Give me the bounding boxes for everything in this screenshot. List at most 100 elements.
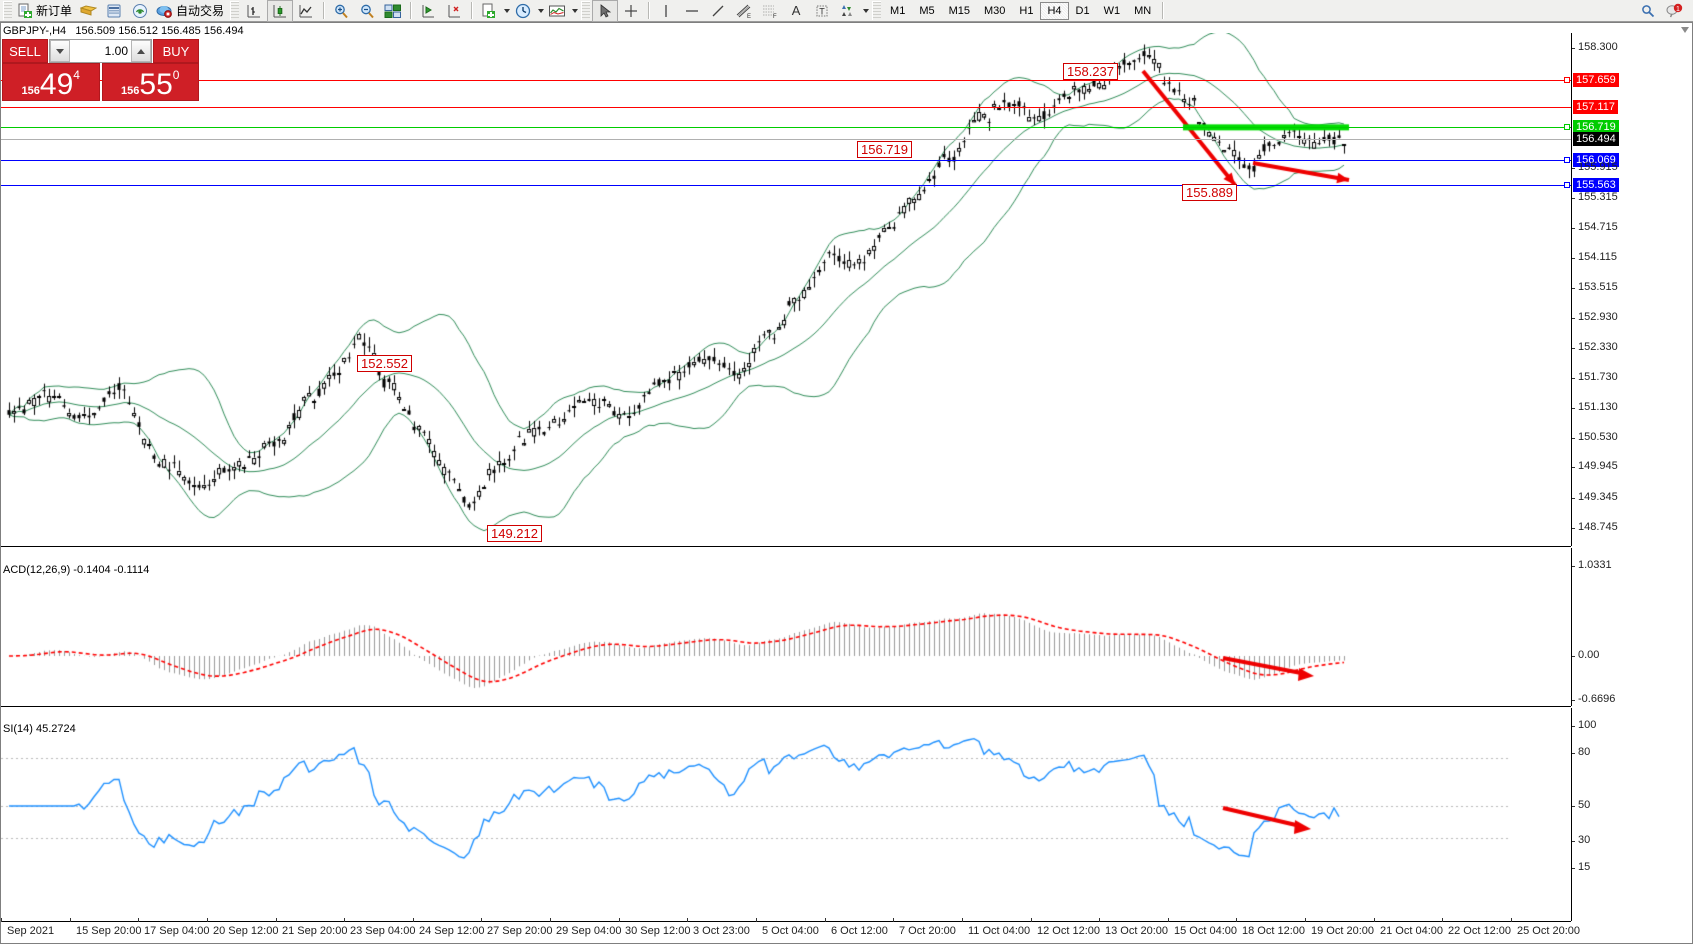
signal-icon bbox=[133, 3, 148, 18]
time-tick: 19 Oct 20:00 bbox=[1311, 925, 1374, 937]
timeframe-m15[interactable]: M15 bbox=[948, 4, 970, 17]
line-chart-button[interactable] bbox=[293, 0, 319, 22]
one-click-trading-panel[interactable]: SELL 1.00 BUY 156 49 4 156 55 0 bbox=[2, 39, 199, 101]
annotation-149212[interactable]: 149.212 bbox=[487, 525, 542, 542]
ohlc-low: 156.485 bbox=[161, 25, 201, 37]
buy-price-display[interactable]: 156 55 0 bbox=[101, 63, 199, 101]
time-tick-mark bbox=[276, 918, 277, 922]
level-line-155563[interactable] bbox=[1, 182, 1571, 188]
volume-decrease-button[interactable] bbox=[50, 40, 70, 62]
timeframe-mn[interactable]: MN bbox=[1134, 4, 1152, 17]
resistance-line-157117[interactable] bbox=[1, 107, 1571, 108]
time-tick: 22 Oct 12:00 bbox=[1448, 925, 1511, 937]
crosshair-tool-button[interactable] bbox=[618, 0, 644, 22]
vertical-line-tool-button[interactable] bbox=[653, 0, 679, 22]
line-handle[interactable] bbox=[1564, 77, 1570, 83]
macd-scale: 1.0331 0.00 -0.6696 bbox=[1571, 548, 1692, 706]
auto-trading-button[interactable]: 自动交易 bbox=[153, 0, 227, 22]
support-line-156719[interactable] bbox=[1, 124, 1571, 130]
timeframe-h1[interactable]: H1 bbox=[1019, 4, 1034, 17]
timeframe-m1[interactable]: M1 bbox=[890, 4, 906, 17]
ohlc-high: 156.512 bbox=[118, 25, 158, 37]
volume-stepper[interactable]: 1.00 bbox=[49, 39, 152, 63]
volume-input[interactable]: 1.00 bbox=[104, 44, 128, 58]
profiles-button[interactable] bbox=[75, 0, 101, 22]
chart-scroll-handle[interactable] bbox=[1680, 25, 1690, 33]
svg-text:F: F bbox=[773, 14, 777, 19]
fibonacci-tool-button[interactable]: F bbox=[757, 0, 783, 22]
price-scale[interactable]: 158.300 157.659 157.117 156.719 156.494 156.0… bbox=[1571, 33, 1692, 546]
bar-chart-button[interactable] bbox=[241, 0, 267, 22]
new-template-button[interactable] bbox=[476, 0, 502, 22]
cursor-tool-button[interactable] bbox=[592, 0, 619, 22]
timeframe-m30[interactable]: M30 bbox=[984, 4, 1006, 17]
navigator-button[interactable] bbox=[127, 0, 153, 22]
arrows-tool-button[interactable] bbox=[835, 0, 861, 22]
time-tick-mark bbox=[687, 918, 688, 922]
annotation-158237[interactable]: 158.237 bbox=[1063, 63, 1118, 80]
fibonacci-icon: F bbox=[763, 5, 777, 19]
time-tick-mark bbox=[70, 918, 71, 922]
time-tick: 5 Oct 04:00 bbox=[762, 925, 819, 937]
search-button[interactable] bbox=[1635, 0, 1661, 22]
time-tick-mark bbox=[619, 918, 620, 922]
period-dropdown-arrow[interactable] bbox=[538, 8, 545, 13]
timeframe-d1[interactable]: D1 bbox=[1075, 4, 1090, 17]
time-tick-mark bbox=[138, 918, 139, 922]
toolbar-separator-2 bbox=[410, 2, 412, 19]
price-chart-canvas[interactable] bbox=[1, 33, 1571, 546]
line-handle[interactable] bbox=[1564, 182, 1570, 188]
timeframe-h4[interactable]: H4 bbox=[1040, 1, 1069, 20]
market-watch-button[interactable] bbox=[101, 0, 127, 22]
toolbar-grip-1[interactable] bbox=[3, 1, 12, 20]
pane-separator-2[interactable] bbox=[1, 706, 1571, 707]
line-chart-icon bbox=[299, 4, 313, 17]
equidistant-channel-button[interactable]: E bbox=[731, 0, 757, 22]
pane-separator-1[interactable] bbox=[1, 546, 1571, 547]
rsi-chart-canvas[interactable] bbox=[1, 708, 1571, 921]
time-tick: 12 Oct 12:00 bbox=[1037, 925, 1100, 937]
annotation-156719[interactable]: 156.719 bbox=[857, 141, 912, 158]
period-button[interactable] bbox=[510, 0, 536, 22]
shift-chart-button[interactable] bbox=[415, 0, 441, 22]
toolbar-grip-2[interactable] bbox=[230, 1, 240, 20]
time-tick: 24 Sep 12:00 bbox=[419, 925, 485, 937]
toolbar-grip-4[interactable] bbox=[872, 1, 882, 20]
trendline-tool-button[interactable] bbox=[705, 0, 731, 22]
auto-scroll-button[interactable] bbox=[441, 0, 467, 22]
shapes-dropdown-arrow[interactable] bbox=[863, 8, 870, 13]
chart-window[interactable]: GBPJPY-,H4 156.509 156.512 156.485 156.4… bbox=[0, 22, 1693, 944]
line-handle[interactable] bbox=[1564, 124, 1570, 130]
ohlc-open: 156.509 bbox=[75, 25, 116, 37]
mailbox-icon: 1 bbox=[1666, 3, 1683, 17]
line-handle[interactable] bbox=[1564, 157, 1570, 163]
buy-button[interactable]: BUY bbox=[153, 39, 199, 63]
zoom-out-button[interactable] bbox=[354, 0, 380, 22]
toolbar-grip-3[interactable] bbox=[581, 1, 591, 20]
indicators-button[interactable] bbox=[544, 0, 570, 22]
sell-price-display[interactable]: 156 49 4 bbox=[2, 63, 100, 101]
time-axis[interactable]: Sep 2021 15 Sep 20:00 17 Sep 04:00 20 Sep 1… bbox=[1, 918, 1580, 939]
new-order-label: 新订单 bbox=[36, 4, 73, 18]
new-template-dropdown-arrow[interactable] bbox=[504, 8, 511, 13]
notifications-button[interactable]: 1 bbox=[1661, 0, 1687, 22]
zoom-out-icon bbox=[361, 4, 374, 18]
timeframe-w1[interactable]: W1 bbox=[1103, 4, 1121, 17]
sell-button[interactable]: SELL bbox=[2, 39, 48, 63]
sell-price-main: 49 bbox=[39, 68, 74, 101]
macd-chart-canvas[interactable] bbox=[1, 548, 1571, 706]
new-order-button[interactable]: 新订单 bbox=[14, 0, 75, 22]
volume-increase-button[interactable] bbox=[131, 40, 151, 62]
resistance-line-157659[interactable] bbox=[1, 77, 1571, 83]
text-tool-button[interactable]: A bbox=[783, 0, 809, 22]
timeframe-m5[interactable]: M5 bbox=[919, 4, 935, 17]
annotation-152552[interactable]: 152.552 bbox=[357, 355, 412, 372]
annotation-155889[interactable]: 155.889 bbox=[1182, 184, 1237, 201]
candlestick-chart-button[interactable] bbox=[267, 0, 294, 22]
zoom-in-button[interactable] bbox=[328, 0, 354, 22]
indicators-dropdown-arrow[interactable] bbox=[572, 8, 579, 13]
tile-windows-button[interactable] bbox=[380, 0, 406, 22]
horizontal-line-tool-button[interactable] bbox=[679, 0, 705, 22]
level-line-156069[interactable] bbox=[1, 157, 1571, 163]
text-label-tool-button[interactable]: T bbox=[809, 0, 835, 22]
